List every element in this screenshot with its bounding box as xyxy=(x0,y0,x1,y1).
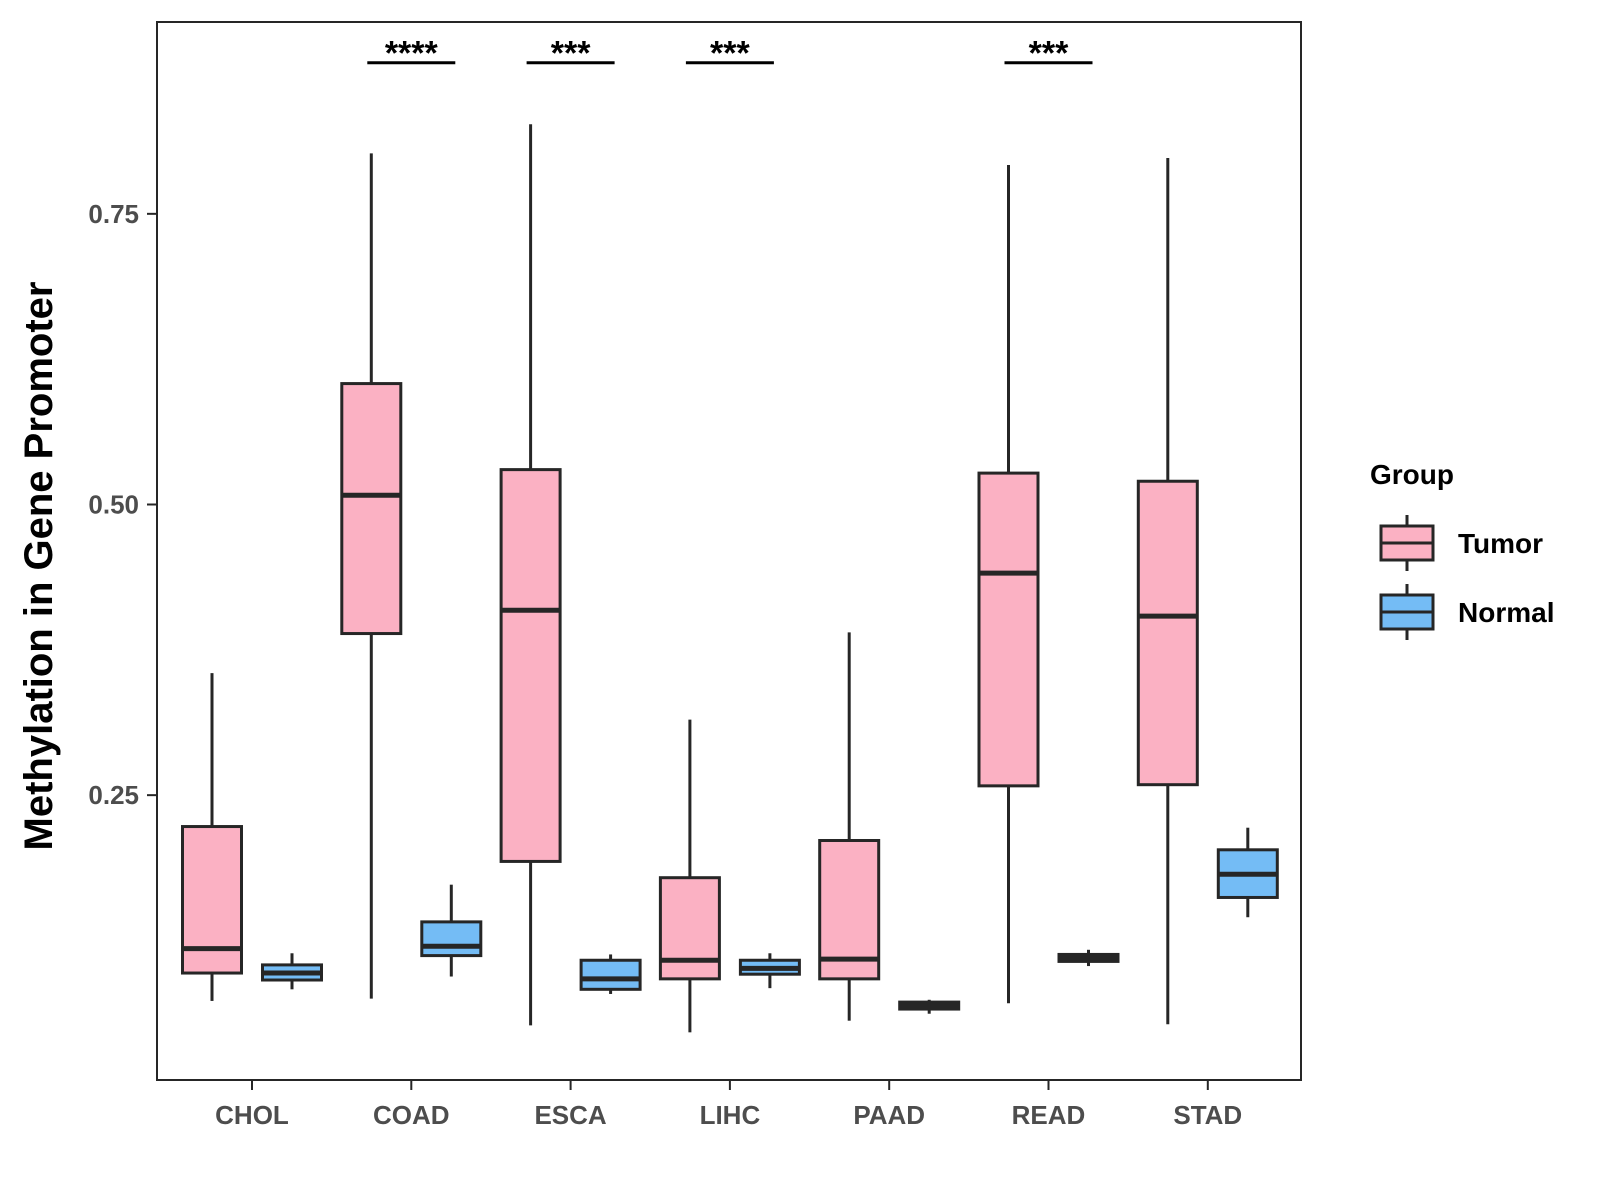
box-tumor-stad xyxy=(1136,158,1199,1025)
legend-item-normal: Normal xyxy=(1379,584,1554,640)
significance-label: *** xyxy=(710,35,750,73)
box-tumor-coad xyxy=(340,153,403,999)
y-tick-label: 0.50 xyxy=(88,489,139,519)
x-tick-label: ESCA xyxy=(534,1100,606,1130)
x-tick-label: PAAD xyxy=(853,1100,925,1130)
box-body xyxy=(499,468,562,863)
significance-label: *** xyxy=(551,35,591,73)
box-normal-paad xyxy=(898,999,961,1014)
box-normal-stad xyxy=(1216,827,1279,918)
significance-label: **** xyxy=(385,35,439,73)
box-body xyxy=(818,838,881,981)
box-normal-lihc xyxy=(738,953,801,989)
box-tumor-paad xyxy=(818,632,881,1021)
box-normal-read xyxy=(1057,949,1120,967)
box-normal-esca xyxy=(579,954,642,994)
legend-label: Normal xyxy=(1458,597,1554,628)
boxes-layer xyxy=(181,124,1279,1033)
x-tick-label: CHOL xyxy=(215,1100,289,1130)
x-tick-label: READ xyxy=(1012,1100,1086,1130)
box-body xyxy=(658,876,721,981)
significance-layer: **** *** *** *** xyxy=(367,35,1093,73)
y-axis: 0.25 0.50 0.75 xyxy=(88,199,157,810)
box-tumor-esca xyxy=(499,124,562,1026)
box-body xyxy=(1136,479,1199,787)
box-tumor-lihc xyxy=(658,719,721,1033)
plot-panel xyxy=(156,21,1302,1081)
legend-label: Tumor xyxy=(1458,528,1543,559)
legend-item-tumor: Tumor xyxy=(1379,515,1543,571)
box-body xyxy=(340,382,403,636)
x-tick-label: LIHC xyxy=(700,1100,761,1130)
legend: Group Tumor Normal xyxy=(1370,459,1554,640)
x-tick-label: COAD xyxy=(373,1100,450,1130)
box-body xyxy=(579,958,642,991)
significance-label: *** xyxy=(1029,35,1069,73)
box-normal-coad xyxy=(420,884,483,977)
y-tick-label: 0.75 xyxy=(88,199,139,229)
box-body xyxy=(977,471,1040,788)
legend-title: Group xyxy=(1370,459,1454,490)
x-axis: CHOL COAD ESCA LIHC PAAD READ STAD xyxy=(215,1080,1242,1130)
box-tumor-chol xyxy=(181,673,243,1001)
x-tick-label: STAD xyxy=(1173,1100,1242,1130)
box-normal-chol xyxy=(261,953,323,990)
box-tumor-read xyxy=(977,165,1040,1004)
y-axis-title: Methylation in Gene Promoter xyxy=(17,282,61,851)
box-body xyxy=(420,920,483,958)
y-tick-label: 0.25 xyxy=(88,780,139,810)
